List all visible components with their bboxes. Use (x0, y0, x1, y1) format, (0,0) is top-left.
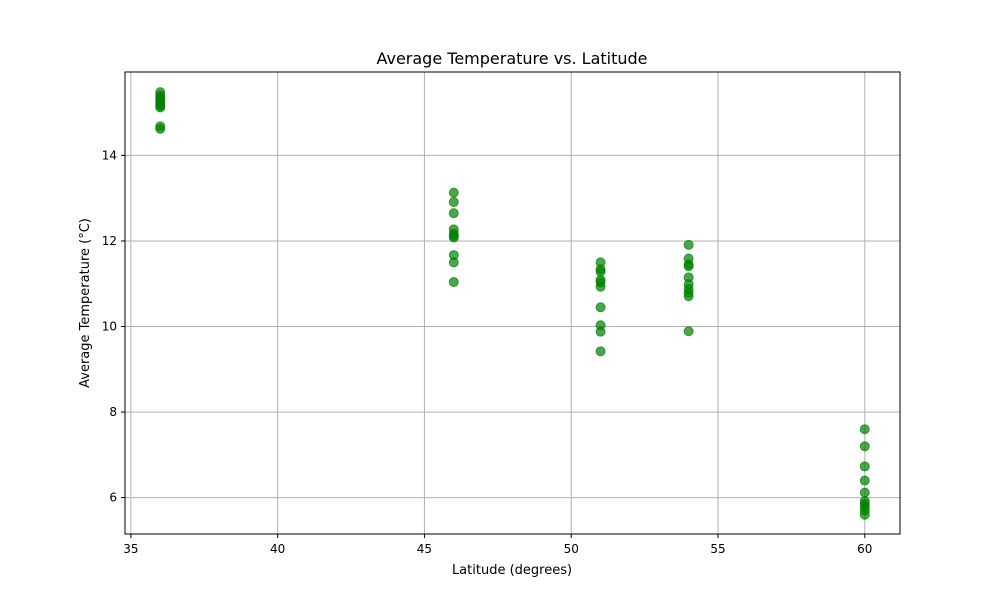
x-tick-label: 55 (710, 542, 725, 556)
y-tick-label: 8 (109, 405, 117, 419)
y-axis-label: Average Temperature (°C) (78, 218, 93, 388)
y-tick-label: 6 (109, 491, 117, 505)
data-point (595, 326, 606, 337)
data-point (448, 187, 459, 198)
data-point (859, 424, 870, 435)
y-tick-label: 10 (102, 320, 117, 334)
data-point (448, 277, 459, 288)
data-point (155, 102, 166, 113)
data-point (859, 509, 870, 520)
data-point (859, 475, 870, 486)
data-point (595, 346, 606, 357)
x-tick-label: 50 (564, 542, 579, 556)
data-point (859, 461, 870, 472)
grid-lines (125, 72, 900, 534)
data-point (859, 487, 870, 498)
data-point (155, 123, 166, 134)
data-points (155, 87, 870, 520)
data-point (683, 239, 694, 250)
y-tick-label: 14 (102, 148, 117, 162)
plot-frame (124, 71, 901, 535)
data-point (448, 197, 459, 208)
data-point (683, 326, 694, 337)
data-point (448, 257, 459, 268)
x-axis-ticks: 35 40 45 50 55 60 (123, 534, 872, 556)
data-point (859, 441, 870, 452)
data-point (595, 302, 606, 313)
y-tick-label: 12 (102, 234, 117, 248)
x-tick-label: 60 (857, 542, 872, 556)
x-tick-label: 40 (270, 542, 285, 556)
data-point (595, 281, 606, 292)
x-axis-label: Latitude (degrees) (452, 563, 572, 578)
chart-title: Average Temperature vs. Latitude (376, 49, 647, 68)
data-point (448, 208, 459, 219)
x-tick-label: 35 (123, 542, 138, 556)
y-axis-ticks: 6 8 10 12 14 (102, 148, 125, 505)
data-point (683, 291, 694, 302)
x-tick-label: 45 (417, 542, 432, 556)
data-point (683, 261, 694, 272)
data-point (448, 232, 459, 243)
